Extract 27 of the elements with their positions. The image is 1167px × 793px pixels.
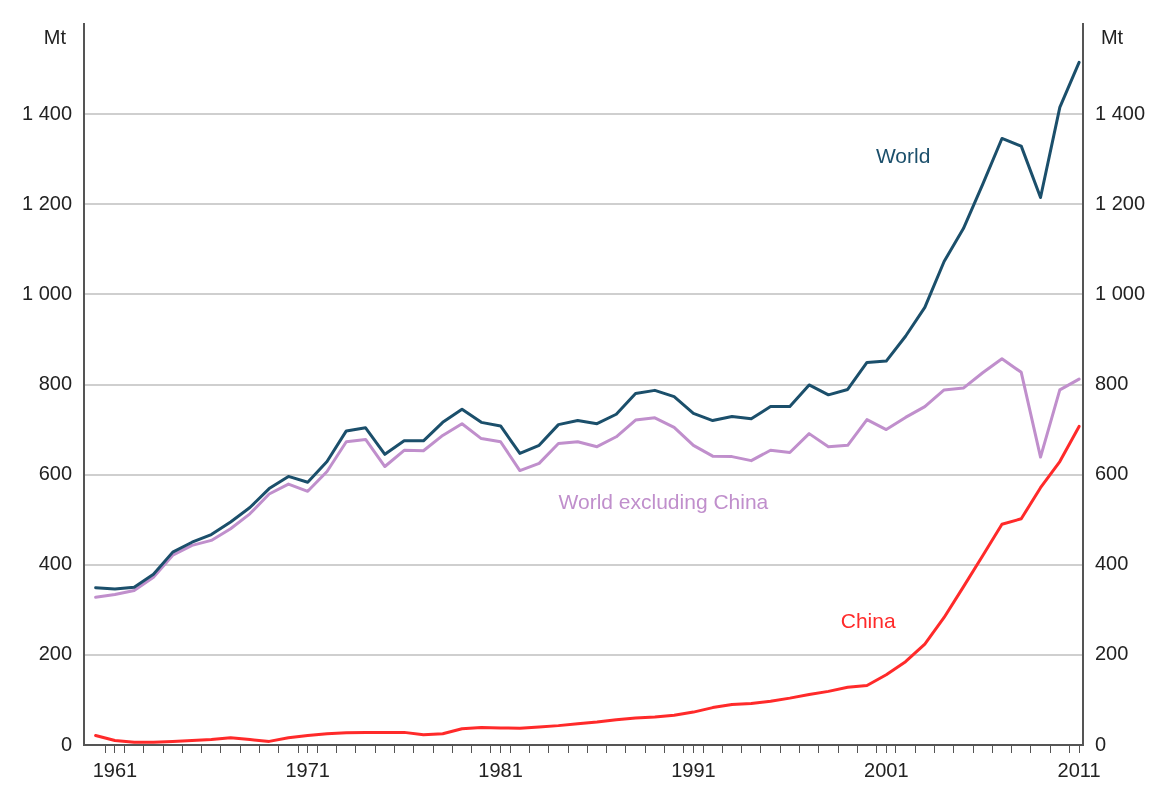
x-tick-label: 2011 [1057,758,1101,781]
y-tick-label: 400 [38,552,73,575]
y-tick-label: 1 000 [21,281,73,304]
y2-tick-label: 800 [1094,372,1129,395]
y2-tick-label: 600 [1094,462,1129,485]
y-tick-label: 600 [38,462,73,485]
y-axis-title: Mt [43,25,67,48]
y-tick-label: 800 [38,372,73,395]
x-tick-label: 1991 [671,758,716,781]
text: World [875,144,931,168]
series-label: China [840,609,896,633]
series-label: World excluding China [558,490,769,514]
y-tick-label: 1 400 [21,101,73,124]
y2-tick-label: 1 400 [1094,101,1146,124]
y2-tick-label: 0 [1094,732,1107,755]
y2-axis-title: Mt [1100,25,1124,48]
y2-tick-label: 400 [1094,552,1129,575]
x-tick-label: 1961 [92,758,138,781]
y-tick-label: 1 200 [21,191,73,214]
x-tick-label: 1971 [285,758,330,781]
y2-tick-label: 200 [1094,642,1129,665]
x-tick-label: 1981 [478,758,523,781]
y-tick-label: 200 [38,642,73,665]
x-tick-label: 2001 [864,758,909,781]
y-tick-label: 0 [60,732,73,755]
y2-tick-label: 1 000 [1094,281,1146,304]
y2-tick-label: 1 200 [1094,191,1146,214]
